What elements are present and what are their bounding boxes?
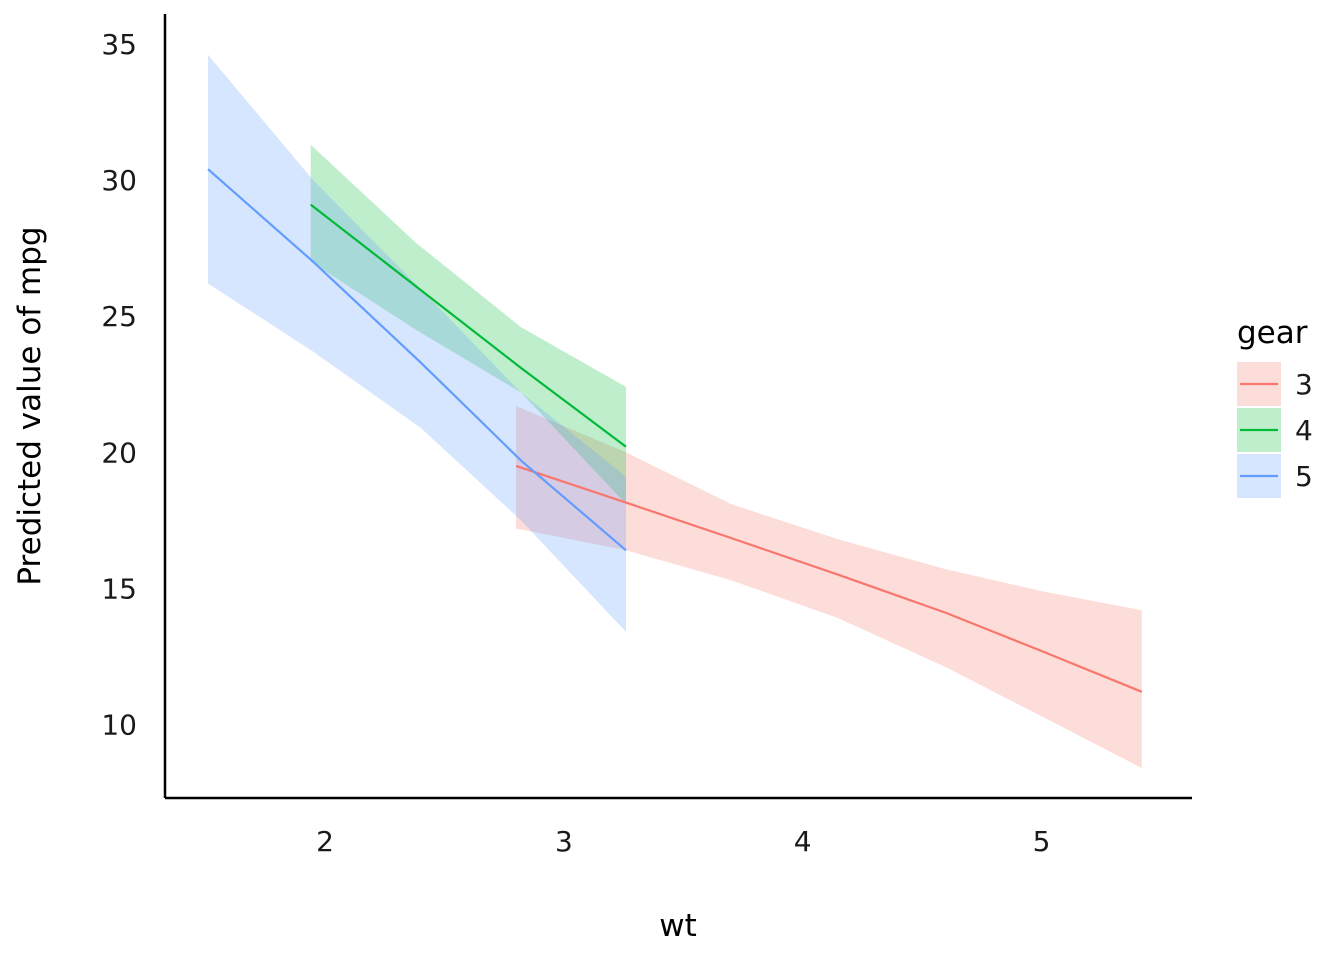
legend-label-gear-3: 3 bbox=[1295, 368, 1313, 401]
line-gear-5 bbox=[207, 168, 627, 552]
x-tick-label: 2 bbox=[316, 825, 334, 858]
ci-band-gear-5 bbox=[208, 54, 626, 632]
y-tick-label: 35 bbox=[101, 28, 137, 61]
y-tick-labels: 10 15 20 25 30 35 bbox=[101, 28, 137, 742]
lines-layer bbox=[207, 168, 1143, 693]
legend: gear 3 4 5 bbox=[1237, 315, 1313, 498]
y-tick-label: 25 bbox=[101, 300, 137, 333]
y-tick-label: 20 bbox=[101, 436, 137, 469]
x-tick-label: 4 bbox=[794, 825, 812, 858]
y-axis-title: Predicted value of mpg bbox=[12, 226, 48, 585]
ci-band-gear-3 bbox=[516, 406, 1142, 769]
y-tick-label: 30 bbox=[101, 164, 137, 197]
x-tick-label: 5 bbox=[1033, 825, 1051, 858]
bands-layer bbox=[208, 54, 1142, 769]
legend-title: gear bbox=[1237, 315, 1308, 351]
legend-label-gear-5: 5 bbox=[1295, 460, 1313, 493]
line-gear-3 bbox=[515, 464, 1143, 693]
x-tick-label: 3 bbox=[555, 825, 573, 858]
x-tick-labels: 2 3 4 5 bbox=[316, 825, 1050, 858]
line-gear-4 bbox=[310, 203, 627, 448]
x-axis-title: wt bbox=[659, 908, 697, 944]
y-tick-label: 10 bbox=[101, 709, 137, 742]
y-tick-label: 15 bbox=[101, 572, 137, 605]
ci-band-gear-4 bbox=[310, 144, 626, 504]
legend-label-gear-4: 4 bbox=[1295, 414, 1313, 447]
